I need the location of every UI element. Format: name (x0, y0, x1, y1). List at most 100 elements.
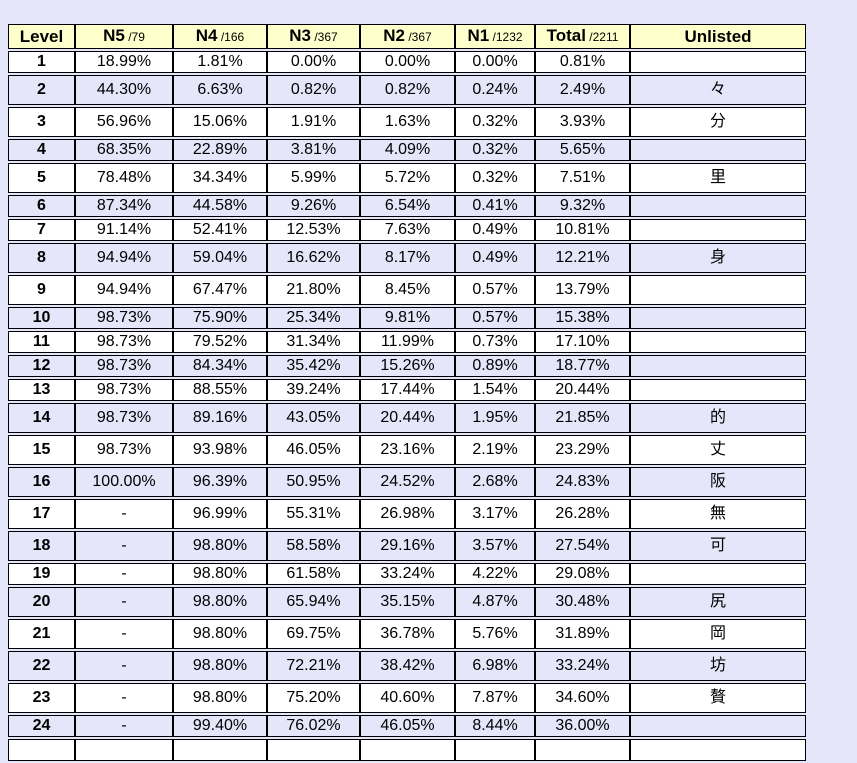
percent-cell: 56.96% (75, 107, 173, 137)
percent-cell: 0.49% (455, 243, 535, 273)
percent-cell: 98.80% (173, 531, 267, 561)
percent-cell: 79.52% (173, 331, 267, 353)
percent-cell: 24.52% (360, 467, 455, 497)
percent-cell: 96.99% (173, 499, 267, 529)
percent-cell: 7.63% (360, 219, 455, 241)
percent-cell: 29.08% (535, 563, 630, 585)
percent-cell: 8.17% (360, 243, 455, 273)
percent-cell: 0.41% (455, 195, 535, 217)
percent-cell: - (75, 531, 173, 561)
unlisted-kanji-cell: 尻 (630, 587, 806, 617)
level-cell: 5 (8, 163, 75, 193)
percent-cell: 50.95% (267, 467, 360, 497)
percent-cell: 87.34% (75, 195, 173, 217)
percent-cell: 12.21% (535, 243, 630, 273)
percent-cell: 6.54% (360, 195, 455, 217)
column-label: N2 (383, 26, 406, 45)
percent-cell: 17.10% (535, 331, 630, 353)
percent-cell: 12.53% (267, 219, 360, 241)
table-row: 24-99.40% 76.02% 46.05% 8.44% 36.00% (8, 715, 806, 737)
percent-cell: 5.99% (267, 163, 360, 193)
percent-cell: 33.24% (535, 651, 630, 681)
table-row: 12 98.73% 84.34% 35.42% 15.26% 0.89% 18.77% (8, 355, 806, 377)
percent-cell: 98.80% (173, 619, 267, 649)
unlisted-kanji-cell: 的 (630, 403, 806, 433)
level-cell: 20 (8, 587, 75, 617)
percent-cell: 1.81% (173, 51, 267, 73)
percent-cell: 38.42% (360, 651, 455, 681)
level-cell: 14 (8, 403, 75, 433)
percent-cell: 25.34% (267, 307, 360, 329)
percent-cell: 26.28% (535, 499, 630, 529)
column-header-n2: N2 /367 (360, 24, 455, 49)
level-cell: 17 (8, 499, 75, 529)
unlisted-kanji-cell (630, 715, 806, 737)
percent-cell: 39.24% (267, 379, 360, 401)
percent-cell: - (75, 651, 173, 681)
percent-cell: 75.20% (267, 683, 360, 713)
table-row: 15 98.73% 93.98% 46.05% 23.16% 2.19% 23.29% 丈 (8, 435, 806, 465)
unlisted-kanji-cell (630, 51, 806, 73)
percent-cell: 34.34% (173, 163, 267, 193)
percent-cell: 1.63% (360, 107, 455, 137)
percent-cell (360, 739, 455, 761)
percent-cell: 98.80% (173, 651, 267, 681)
percent-cell: 3.57% (455, 531, 535, 561)
table-header: Level N5 /79 N4 /166 N3 /367 N2 /367 N1 /1232… (8, 24, 806, 49)
percent-cell: 46.05% (267, 435, 360, 465)
level-cell: 22 (8, 651, 75, 681)
percent-cell: 65.94% (267, 587, 360, 617)
percent-cell: 78.48% (75, 163, 173, 193)
percent-cell: 58.58% (267, 531, 360, 561)
percent-cell: 0.00% (455, 51, 535, 73)
percent-cell: 0.57% (455, 307, 535, 329)
percent-cell: 1.54% (455, 379, 535, 401)
percent-cell: 31.34% (267, 331, 360, 353)
percent-cell: - (75, 563, 173, 585)
level-cell: 6 (8, 195, 75, 217)
unlisted-kanji-cell (630, 195, 806, 217)
column-header-n5: N5 /79 (75, 24, 173, 49)
percent-cell (535, 739, 630, 761)
percent-cell (267, 739, 360, 761)
column-total-count: /166 (217, 30, 245, 44)
percent-cell: 84.34% (173, 355, 267, 377)
percent-cell: 8.44% (455, 715, 535, 737)
column-header-level: Level (8, 24, 75, 49)
unlisted-kanji-cell: 里 (630, 163, 806, 193)
level-cell (8, 739, 75, 761)
table-row: 14 98.73% 89.16% 43.05% 20.44% 1.95% 21.85% 的 (8, 403, 806, 433)
percent-cell: 18.77% (535, 355, 630, 377)
percent-cell: 23.16% (360, 435, 455, 465)
percent-cell: 24.83% (535, 467, 630, 497)
unlisted-kanji-cell: 無 (630, 499, 806, 529)
percent-cell (75, 739, 173, 761)
percent-cell: 0.24% (455, 75, 535, 105)
percent-cell: 75.90% (173, 307, 267, 329)
percent-cell: 0.89% (455, 355, 535, 377)
header-row: Level N5 /79 N4 /166 N3 /367 N2 /367 N1 /1232… (8, 24, 806, 49)
percent-cell: 9.81% (360, 307, 455, 329)
percent-cell (455, 739, 535, 761)
column-total-count: /367 (405, 30, 432, 44)
percent-cell: 15.06% (173, 107, 267, 137)
percent-cell: 7.87% (455, 683, 535, 713)
level-cell: 8 (8, 243, 75, 273)
unlisted-kanji-cell: 身 (630, 243, 806, 273)
table-row: 18-98.80% 58.58% 29.16% 3.57% 27.54% 可 (8, 531, 806, 561)
unlisted-kanji-cell (630, 331, 806, 353)
percent-cell: 21.80% (267, 275, 360, 305)
percent-cell: 43.05% (267, 403, 360, 433)
percent-cell: 69.75% (267, 619, 360, 649)
unlisted-kanji-cell: 贅 (630, 683, 806, 713)
percent-cell: 68.35% (75, 139, 173, 161)
percent-cell: 91.14% (75, 219, 173, 241)
table-row: 10 98.73% 75.90% 25.34% 9.81% 0.57% 15.38% (8, 307, 806, 329)
percent-cell: 7.51% (535, 163, 630, 193)
table-body: 1 18.99% 1.81% 0.00% 0.00% 0.00% 0.81% 2 44.30% 6… (8, 51, 806, 761)
percent-cell: 98.73% (75, 355, 173, 377)
percent-cell: 0.32% (455, 163, 535, 193)
table-row: 20-98.80% 65.94% 35.15% 4.87% 30.48% 尻 (8, 587, 806, 617)
percent-cell: 2.49% (535, 75, 630, 105)
percent-cell: 98.73% (75, 435, 173, 465)
